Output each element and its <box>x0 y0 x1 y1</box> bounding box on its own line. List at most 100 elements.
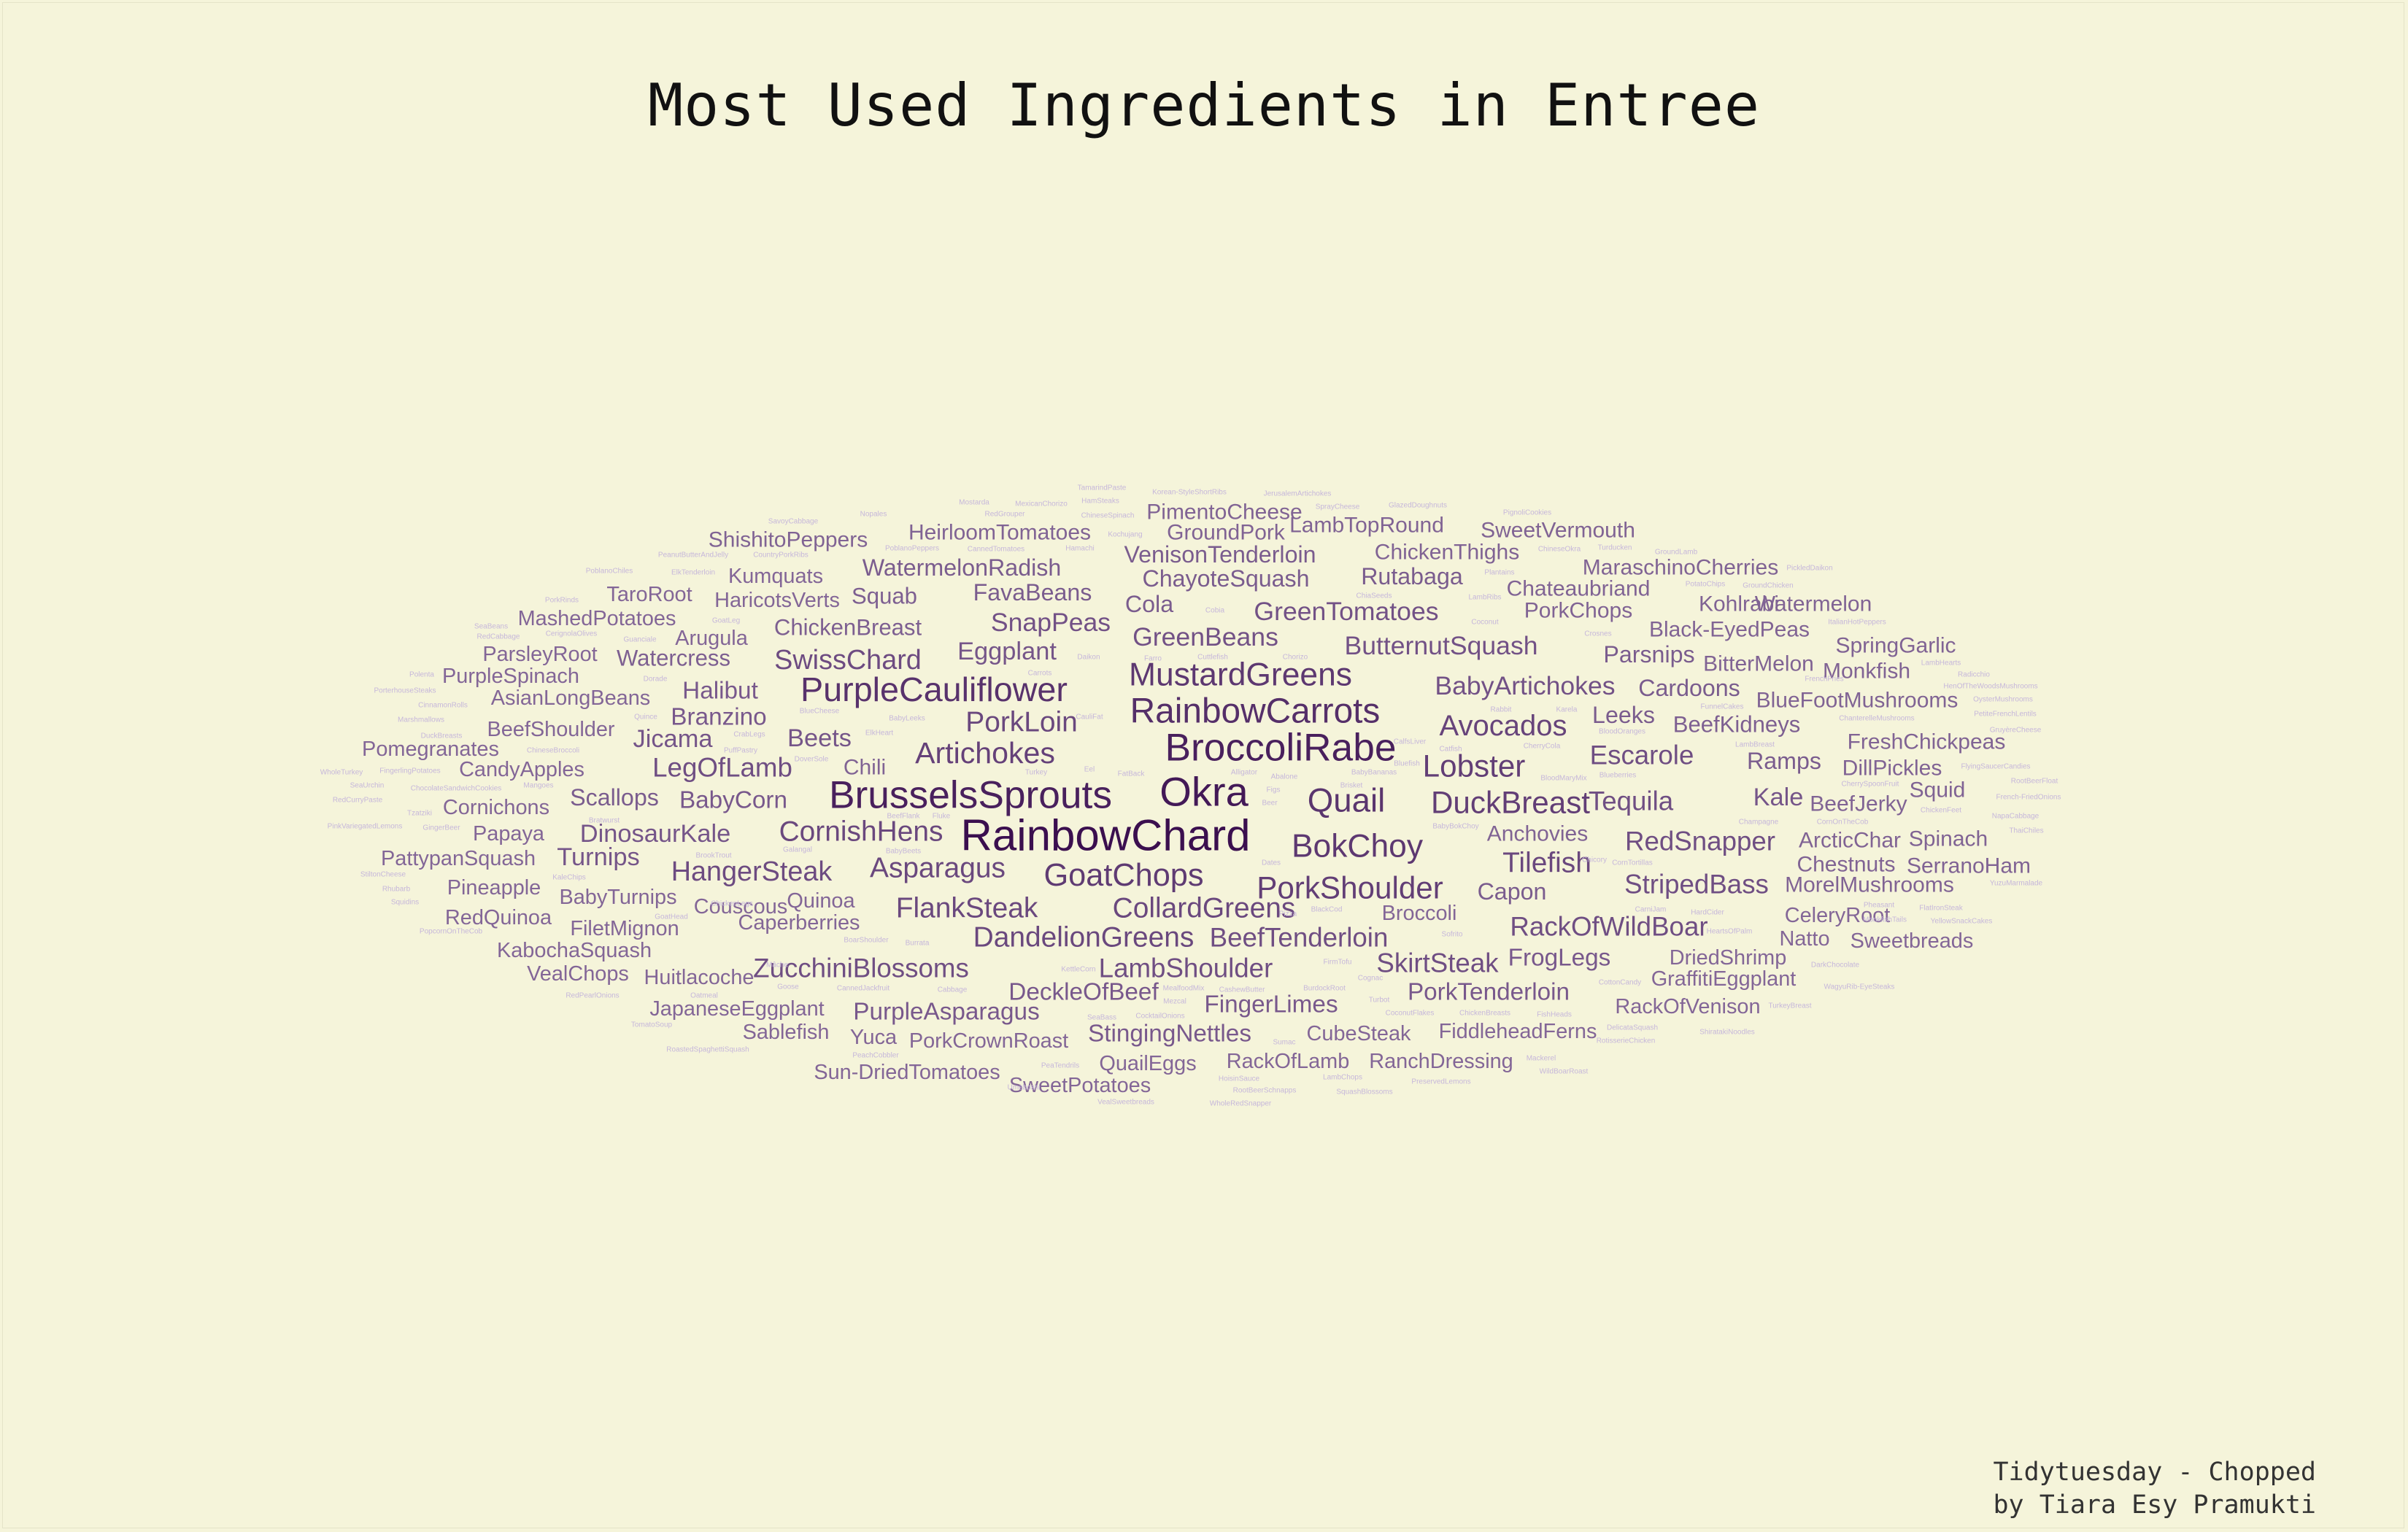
word-brusselssprouts: BrusselsSprouts <box>829 774 1112 817</box>
word-wagyurib-eyesteaks: WagyuRib-EyeSteaks <box>1824 983 1895 991</box>
word-cashewbutter: CashewButter <box>1219 986 1265 994</box>
word-pickleddaikon: PickledDaikon <box>1786 565 1832 573</box>
word-dates: Dates <box>1262 859 1281 867</box>
word-babyleeks: BabyLeeks <box>889 715 925 723</box>
word-lambribs: LambRibs <box>1468 594 1501 602</box>
word-darkchocolate: DarkChocolate <box>1811 962 1860 970</box>
word-duckbreast: DuckBreast <box>1431 786 1590 820</box>
word-korean-styleshortribs: Korean-StyleShortRibs <box>1152 489 1227 497</box>
word-parsleyroot: ParsleyRoot <box>482 643 597 666</box>
word-black-eyedpeas: Black-EyedPeas <box>1649 618 1810 642</box>
word-cottoncandy: CottonCandy <box>1599 979 1641 987</box>
word-pignolicookies: PignoliCookies <box>1503 509 1551 517</box>
word-wildboarroast: WildBoarRoast <box>1540 1068 1589 1076</box>
word-carnijam: CarniJam <box>1635 906 1667 914</box>
word-babyartichokes: BabyArtichokes <box>1435 671 1615 700</box>
word-froglegs: FrogLegs <box>1508 945 1611 972</box>
word-chickenbreast: ChickenBreast <box>774 615 922 641</box>
word-squid: Squid <box>1910 778 1966 802</box>
word-ramps: Ramps <box>1747 748 1821 774</box>
word-rainbowcarrots: RainbowCarrots <box>1130 692 1381 731</box>
word-mostarda: Mostarda <box>959 499 989 507</box>
word-daikon: Daikon <box>1077 654 1100 662</box>
word-papaya: Papaya <box>473 822 545 846</box>
word-legoflamb: LegOfLamb <box>652 753 792 783</box>
word-mealfoodmix: MealfoodMix <box>1163 985 1205 993</box>
word-blackcod: BlackCod <box>1311 906 1343 914</box>
word-bittermelon: BitterMelon <box>1703 652 1814 676</box>
word-firmtofu: FirmTofu <box>1324 959 1352 967</box>
word-abalone: Abalone <box>1271 773 1298 781</box>
word-oystermushrooms: OysterMushrooms <box>1973 696 2033 704</box>
word-cherrycola: CherryCola <box>1524 743 1561 751</box>
word-peatendrils: PeaTendrils <box>1041 1062 1079 1070</box>
word-chickenlegs: ChickenLegs <box>711 900 753 908</box>
word-sweetvermouth: SweetVermouth <box>1481 519 1635 543</box>
word-goatleg: GoatLeg <box>712 617 740 625</box>
word-pizza: Pizza <box>1279 910 1297 918</box>
word-turkeybreast: TurkeyBreast <box>1768 1002 1811 1010</box>
word-chocolatesandwichcookies: ChocolateSandwichCookies <box>411 785 502 793</box>
word-caulifat: CauliFat <box>1076 713 1103 721</box>
word-groundpork: GroundPork <box>1167 521 1286 545</box>
word-shishitopeppers: ShishitoPeppers <box>709 528 868 552</box>
word-figs: Figs <box>1267 786 1281 794</box>
word-petitefrenchlentils: PetiteFrenchLentils <box>1974 711 2037 719</box>
word-artichokes: Artichokes <box>915 736 1055 770</box>
word-champagne: Champagne <box>1739 819 1779 827</box>
word-coconut: Coconut <box>1471 619 1498 627</box>
word-redquinoa: RedQuinoa <box>445 906 552 929</box>
word-purplespinach: PurpleSpinach <box>442 665 579 688</box>
word-guanciale: Guanciale <box>623 636 656 644</box>
word-beefshoulder: BeefShoulder <box>487 718 614 741</box>
chart-title: Most Used Ingredients in Entree <box>647 71 1761 139</box>
word-babybananas: BabyBananas <box>1351 769 1397 777</box>
word-vealsweetbreads: VealSweetbreads <box>1097 1099 1154 1107</box>
word-hamsteaks: HamSteaks <box>1081 498 1119 506</box>
word-sun-driedtomatoes: Sun-DriedTomatoes <box>814 1061 1000 1084</box>
word-bluecheese: BlueCheese <box>800 708 840 716</box>
word-crosnes: Crosnes <box>1584 630 1611 638</box>
word-kalechips: KaleChips <box>552 874 586 882</box>
word-quince: Quince <box>634 713 657 721</box>
word-babycorn: BabyCorn <box>679 787 787 814</box>
word-sweetbreads: Sweetbreads <box>1851 929 1974 953</box>
word-taroroot: TaroRoot <box>606 583 692 606</box>
word-asparagus: Asparagus <box>870 853 1006 884</box>
word-quinoa: Quinoa <box>787 889 855 913</box>
word-nopales: Nopales <box>860 511 887 519</box>
word-eggplant: Eggplant <box>957 638 1057 665</box>
word-porkrinds: PorkRinds <box>545 597 579 605</box>
word-maraschinocherries: MaraschinoCherries <box>1583 556 1778 580</box>
word-yuzumarmalade: YuzuMarmalade <box>1990 880 2043 888</box>
word-stingingnettles: StingingNettles <box>1088 1021 1251 1048</box>
word-redcurrypaste: RedCurryPaste <box>333 797 383 805</box>
word-heirloomtomatoes: HeirloomTomatoes <box>908 521 1091 545</box>
word-elkheart: ElkHeart <box>865 730 894 738</box>
word-broccolirabe: BroccoliRabe <box>1165 727 1397 770</box>
word-tequila: Tequila <box>1589 786 1674 816</box>
word-tomatosoup: TomatoSoup <box>631 1021 673 1029</box>
word-arugula: Arugula <box>675 627 749 650</box>
word-fingerlingpotatoes: FingerlingPotatoes <box>379 767 440 775</box>
word-pheasant: Pheasant <box>1864 902 1894 910</box>
word-elktenderloin: ElkTenderloin <box>671 569 715 577</box>
word-puffpastry: PuffPastry <box>724 747 757 755</box>
word-hardcider: HardCider <box>1691 909 1724 917</box>
word-burrata: Burrata <box>906 940 930 948</box>
word-lobster: Lobster <box>1423 749 1526 784</box>
word-filetmignon: FiletMignon <box>570 917 679 940</box>
word-redgrouper: RedGrouper <box>984 511 1025 519</box>
word-cola: Cola <box>1125 591 1173 617</box>
word-polenta: Polenta <box>409 671 434 679</box>
word-cannedjackfruit: CannedJackfruit <box>837 985 890 993</box>
word-dandeliongreens: DandelionGreens <box>973 922 1195 953</box>
word-japaneseeggplant: JapaneseEggplant <box>649 997 824 1021</box>
word-umeboshi: Umeboshi <box>1007 1084 1040 1092</box>
word-popcornonthecob: PopcornOnTheCob <box>420 928 483 936</box>
word-pomegranates: Pomegranates <box>362 738 499 761</box>
word-gingerbeer: GingerBeer <box>422 824 460 832</box>
word-eel: Eel <box>1084 766 1095 774</box>
word-kochujang: Kochujang <box>1108 531 1142 539</box>
word-sofrito: Sofrito <box>1442 931 1463 939</box>
